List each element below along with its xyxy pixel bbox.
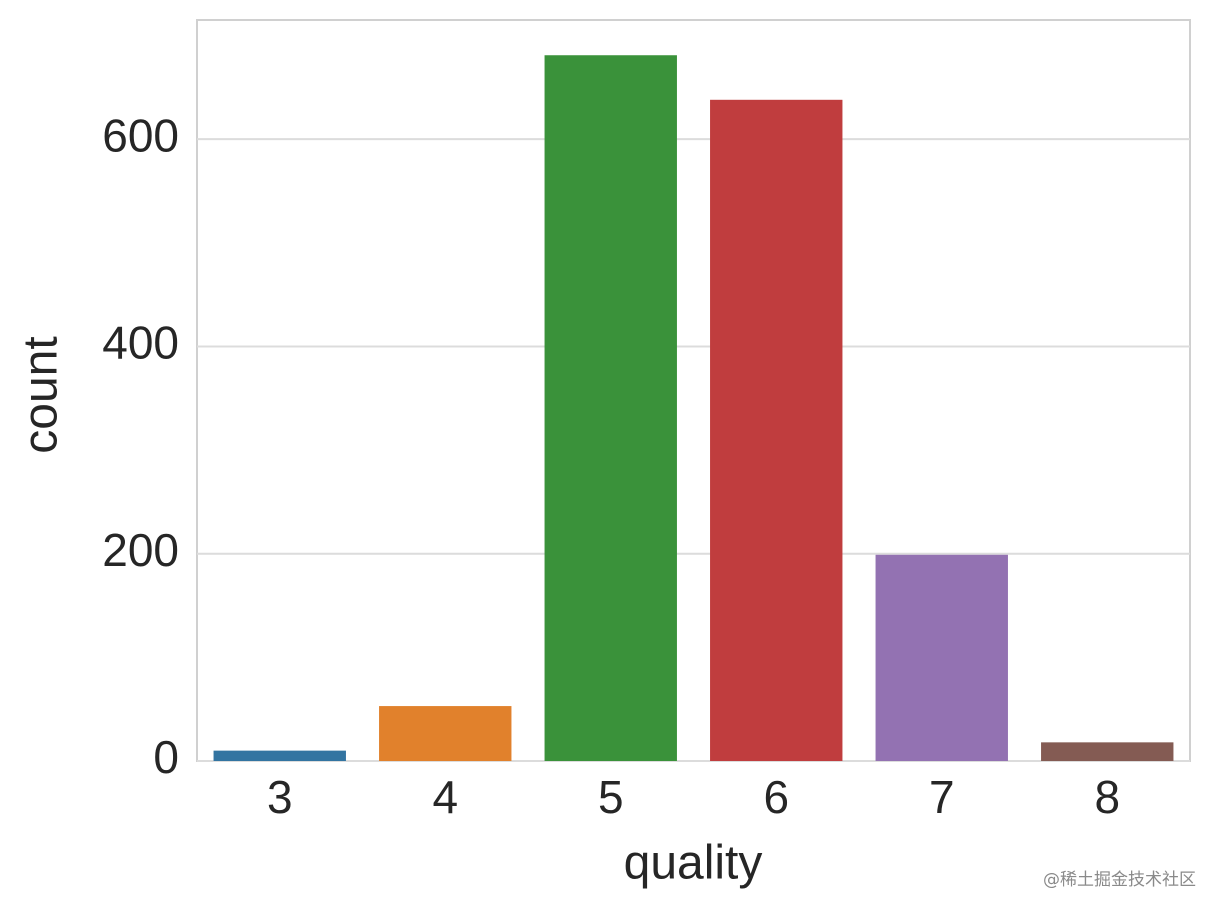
x-tick-label: 7 — [929, 771, 955, 823]
x-tick-label: 5 — [598, 771, 624, 823]
watermark: @稀土掘金技术社区 — [1043, 870, 1196, 890]
bar — [710, 99, 843, 762]
bar — [1041, 742, 1174, 761]
bar — [379, 706, 512, 761]
y-axis-label: count — [15, 336, 68, 453]
x-tick-label: 4 — [432, 771, 458, 823]
bar — [544, 55, 677, 761]
x-tick-label: 3 — [267, 771, 293, 823]
y-tick-label: 200 — [102, 524, 179, 576]
y-tick-label: 600 — [102, 109, 179, 161]
bar — [213, 750, 346, 761]
plot-frame — [196, 19, 1191, 762]
x-tick-label: 6 — [763, 771, 789, 823]
x-axis-label: quality — [624, 837, 763, 890]
x-tick-label: 8 — [1094, 771, 1120, 823]
y-tick-label: 0 — [153, 731, 179, 783]
y-tick-label: 400 — [102, 317, 179, 369]
bar — [875, 554, 1008, 761]
